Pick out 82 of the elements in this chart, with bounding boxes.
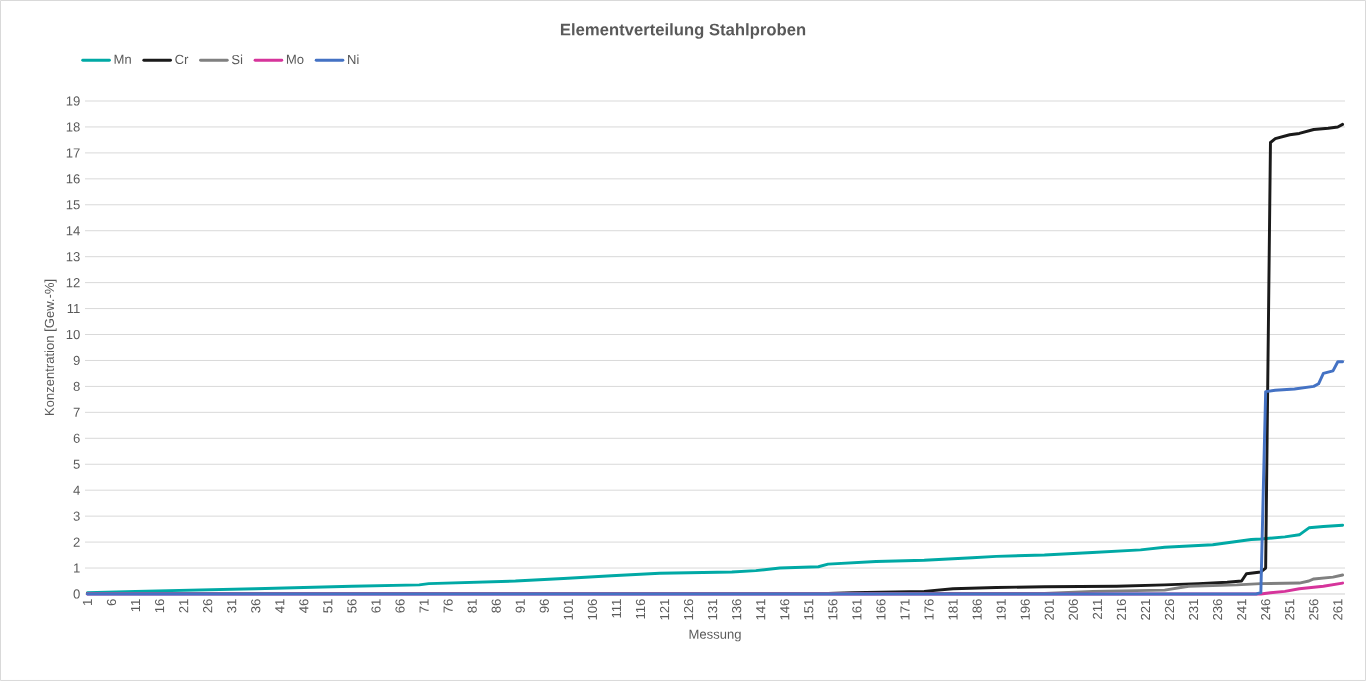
x-tick-label: 261 (1333, 599, 1343, 620)
x-tick-label: 46 (299, 599, 309, 613)
legend-label: Ni (348, 54, 359, 65)
x-tick-label: 1 (82, 599, 92, 605)
x-tick-label: 256 (1309, 599, 1319, 620)
x-tick-label: 176 (924, 599, 934, 620)
x-tick-label: 116 (635, 599, 646, 619)
x-tick-label: 21 (179, 599, 189, 613)
legend-label: Mn (114, 54, 131, 64)
legend-label: Mo (286, 54, 304, 64)
x-tick-label: 156 (828, 599, 838, 620)
x-tick-label: 26 (203, 599, 213, 613)
x-tick-label: 106 (587, 599, 597, 620)
x-axis-title: Messung (689, 629, 741, 642)
x-tick-label: 96 (539, 599, 549, 613)
x-tick-label: 251 (1285, 599, 1295, 620)
x-tick-label: 86 (491, 599, 501, 613)
x-tick-label: 246 (1261, 599, 1271, 620)
y-tick-label: 19 (66, 96, 80, 106)
x-tick-label: 36 (251, 599, 261, 613)
y-tick-label: 18 (66, 122, 80, 132)
x-tick-label: 16 (154, 599, 165, 613)
y-tick-label: 13 (66, 252, 80, 262)
x-tick-label: 81 (467, 599, 477, 613)
x-tick-label: 121 (659, 599, 670, 620)
x-tick-label: 181 (948, 599, 958, 620)
x-tick-label: 186 (972, 599, 982, 620)
x-tick-label: 236 (1212, 599, 1223, 620)
x-tick-label: 166 (876, 599, 886, 620)
x-tick-label: 71 (419, 599, 429, 613)
x-tick-label: 191 (996, 599, 1006, 620)
x-tick-label: 66 (395, 599, 405, 613)
line-series (85, 523, 1345, 595)
x-tick-label: 146 (780, 599, 790, 620)
y-tick-label: 0 (73, 589, 80, 599)
y-tick-label: 10 (66, 329, 80, 340)
x-tick-label: 131 (707, 599, 718, 620)
legend-label: Cr (175, 54, 189, 65)
x-tick-label: 91 (515, 599, 525, 613)
x-tick-label: 56 (347, 599, 357, 613)
y-tick-label: 15 (66, 200, 80, 210)
x-tick-label: 216 (1116, 599, 1126, 620)
y-axis-title: Konzentration [Gew.-%] (44, 279, 57, 416)
x-tick-label: 201 (1044, 599, 1054, 620)
y-tick-label: 3 (73, 511, 80, 521)
x-tick-label: 231 (1188, 599, 1199, 620)
x-tick-label: 226 (1164, 599, 1175, 620)
x-tick-label: 141 (756, 599, 766, 620)
y-tick-label: 12 (66, 278, 80, 288)
x-tick-label: 211 (1092, 599, 1102, 619)
y-tick-label: 9 (73, 355, 80, 366)
y-tick-label: 7 (73, 407, 80, 417)
x-tick-label: 51 (323, 599, 333, 613)
y-tick-label: 1 (74, 563, 80, 573)
x-tick-label: 6 (106, 599, 117, 606)
y-tick-label: 6 (73, 433, 80, 443)
y-tick-label: 17 (66, 148, 80, 158)
x-tick-label: 136 (732, 599, 742, 620)
y-tick-label: 4 (73, 485, 80, 495)
x-tick-label: 11 (131, 599, 140, 612)
x-tick-label: 126 (683, 599, 694, 620)
y-tick-label: 5 (73, 459, 80, 469)
x-tick-label: 151 (804, 599, 814, 620)
x-tick-label: 206 (1068, 599, 1078, 620)
x-tick-label: 111 (611, 599, 621, 618)
x-tick-label: 241 (1237, 599, 1247, 620)
legend-label: Si (231, 54, 243, 65)
y-tick-label: 16 (66, 174, 80, 184)
x-tick-label: 196 (1020, 599, 1030, 620)
x-tick-label: 76 (443, 599, 453, 613)
x-tick-label: 101 (563, 599, 573, 620)
x-tick-label: 61 (371, 599, 381, 613)
y-tick-label: 8 (73, 381, 80, 392)
y-tick-label: 11 (67, 304, 80, 314)
y-tick-label: 14 (66, 226, 80, 236)
x-tick-label: 221 (1140, 599, 1150, 620)
x-tick-label: 31 (227, 599, 237, 613)
y-tick-label: 2 (73, 537, 80, 547)
x-tick-label: 41 (275, 599, 285, 613)
chart-title: Elementverteilung Stahlproben (560, 23, 806, 39)
x-tick-label: 171 (900, 599, 910, 620)
x-tick-label: 161 (852, 599, 862, 620)
